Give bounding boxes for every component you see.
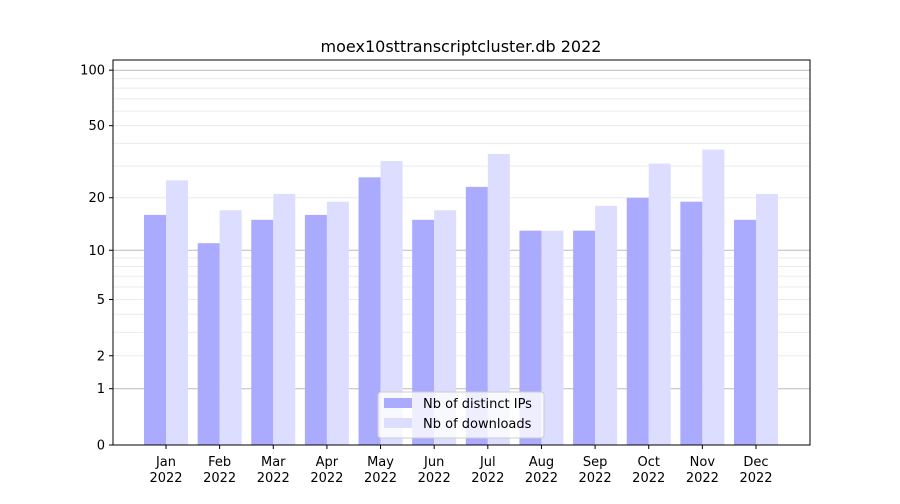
x-tick-label-line: 2022 (525, 471, 558, 486)
bar-distinct-ips (358, 177, 381, 446)
bar-distinct-ips (251, 219, 274, 445)
x-tick-label-line: May (367, 455, 394, 470)
x-tick-label-line: Sep (583, 455, 608, 470)
x-tick-label: Sep 2022 (579, 455, 612, 486)
x-tick-label: Oct 2022 (632, 455, 665, 486)
x-tick-label-line: 2022 (471, 471, 504, 486)
bar-distinct-ips (304, 214, 327, 445)
x-tick-label: Apr 2022 (310, 455, 343, 486)
x-tick-label-line: 2022 (686, 471, 719, 486)
x-tick-label-line: 2022 (632, 471, 665, 486)
bar-distinct-ips (197, 243, 220, 445)
x-tick-label: May 2022 (364, 455, 397, 486)
y-tick-label: 50 (88, 119, 105, 134)
x-tick-label: Jun 2022 (418, 455, 451, 486)
y-tick-label: 20 (88, 191, 105, 206)
bar-distinct-ips (680, 201, 703, 445)
bar-downloads (380, 161, 403, 445)
bar-distinct-ips (519, 230, 542, 445)
x-tick-label: Nov 2022 (686, 455, 719, 486)
y-tick-label: 100 (80, 64, 105, 79)
x-tick-label-line: 2022 (149, 471, 182, 486)
x-tick-label-line: 2022 (579, 471, 612, 486)
x-tick-label-line: 2022 (364, 471, 397, 486)
bar-downloads (273, 193, 296, 445)
y-tick-label: 5 (97, 293, 105, 308)
x-tick-label-line: Feb (208, 455, 231, 470)
x-tick-label-line: Mar (261, 455, 286, 470)
x-tick-label: Dec 2022 (739, 455, 772, 486)
x-tick-label: Mar 2022 (257, 455, 290, 486)
x-tick-label-line: Aug (529, 455, 554, 470)
x-tick-label: Jul 2022 (471, 455, 504, 486)
y-tick-label: 1 (97, 382, 105, 397)
bar-downloads (648, 163, 671, 445)
x-tick-label-line: 2022 (203, 471, 236, 486)
y-tick-label: 10 (88, 244, 105, 259)
x-tick-label: Aug 2022 (525, 455, 558, 486)
legend-label: Nb of distinct IPs (423, 397, 532, 412)
x-tick-label-line: 2022 (310, 471, 343, 486)
bar-downloads (487, 153, 510, 445)
bar-downloads (166, 180, 188, 446)
x-tick-label-line: Oct (637, 455, 659, 470)
legend-swatch (384, 398, 412, 408)
bar-distinct-ips (465, 186, 488, 445)
x-tick-label-line: Jun (423, 455, 444, 470)
plot-frame (112, 59, 811, 446)
bar-distinct-ips (144, 214, 166, 445)
legend-box (377, 391, 545, 439)
legend: Nb of distinct IPs Nb of downloads (377, 391, 545, 439)
x-tick-label-line: Apr (316, 455, 339, 470)
x-tick-label-line: Dec (743, 455, 768, 470)
bar-downloads (434, 210, 457, 445)
legend-swatch (384, 418, 412, 428)
x-tick-label: Jan 2022 (149, 455, 182, 486)
bar-downloads (702, 149, 725, 445)
bars (144, 149, 778, 446)
bar-downloads (219, 210, 242, 445)
bar-downloads (326, 201, 349, 445)
x-tick-label-line: 2022 (257, 471, 290, 486)
y-tick-label: 2 (97, 349, 105, 364)
x-tick-label-line: Jul (479, 455, 496, 470)
chart-title: moex10sttranscriptcluster.db 2022 (321, 37, 602, 56)
bar-distinct-ips (573, 230, 596, 445)
bar-distinct-ips (626, 197, 649, 445)
bar-downloads (595, 205, 618, 445)
bar-distinct-ips (412, 219, 435, 445)
x-tick-label-line: Nov (690, 455, 716, 470)
x-tick-label-line: Jan (155, 455, 176, 470)
y-axis: 0 1 2 5 10 20 50 100 (80, 64, 113, 454)
legend-label: Nb of downloads (423, 417, 532, 432)
bar-downloads (541, 230, 564, 445)
bar-downloads (756, 193, 778, 445)
x-tick-label-line: 2022 (418, 471, 451, 486)
bar-distinct-ips (734, 219, 756, 445)
x-tick-label-line: 2022 (739, 471, 772, 486)
y-tick-label: 0 (97, 439, 105, 454)
x-tick-label: Feb 2022 (203, 455, 236, 486)
